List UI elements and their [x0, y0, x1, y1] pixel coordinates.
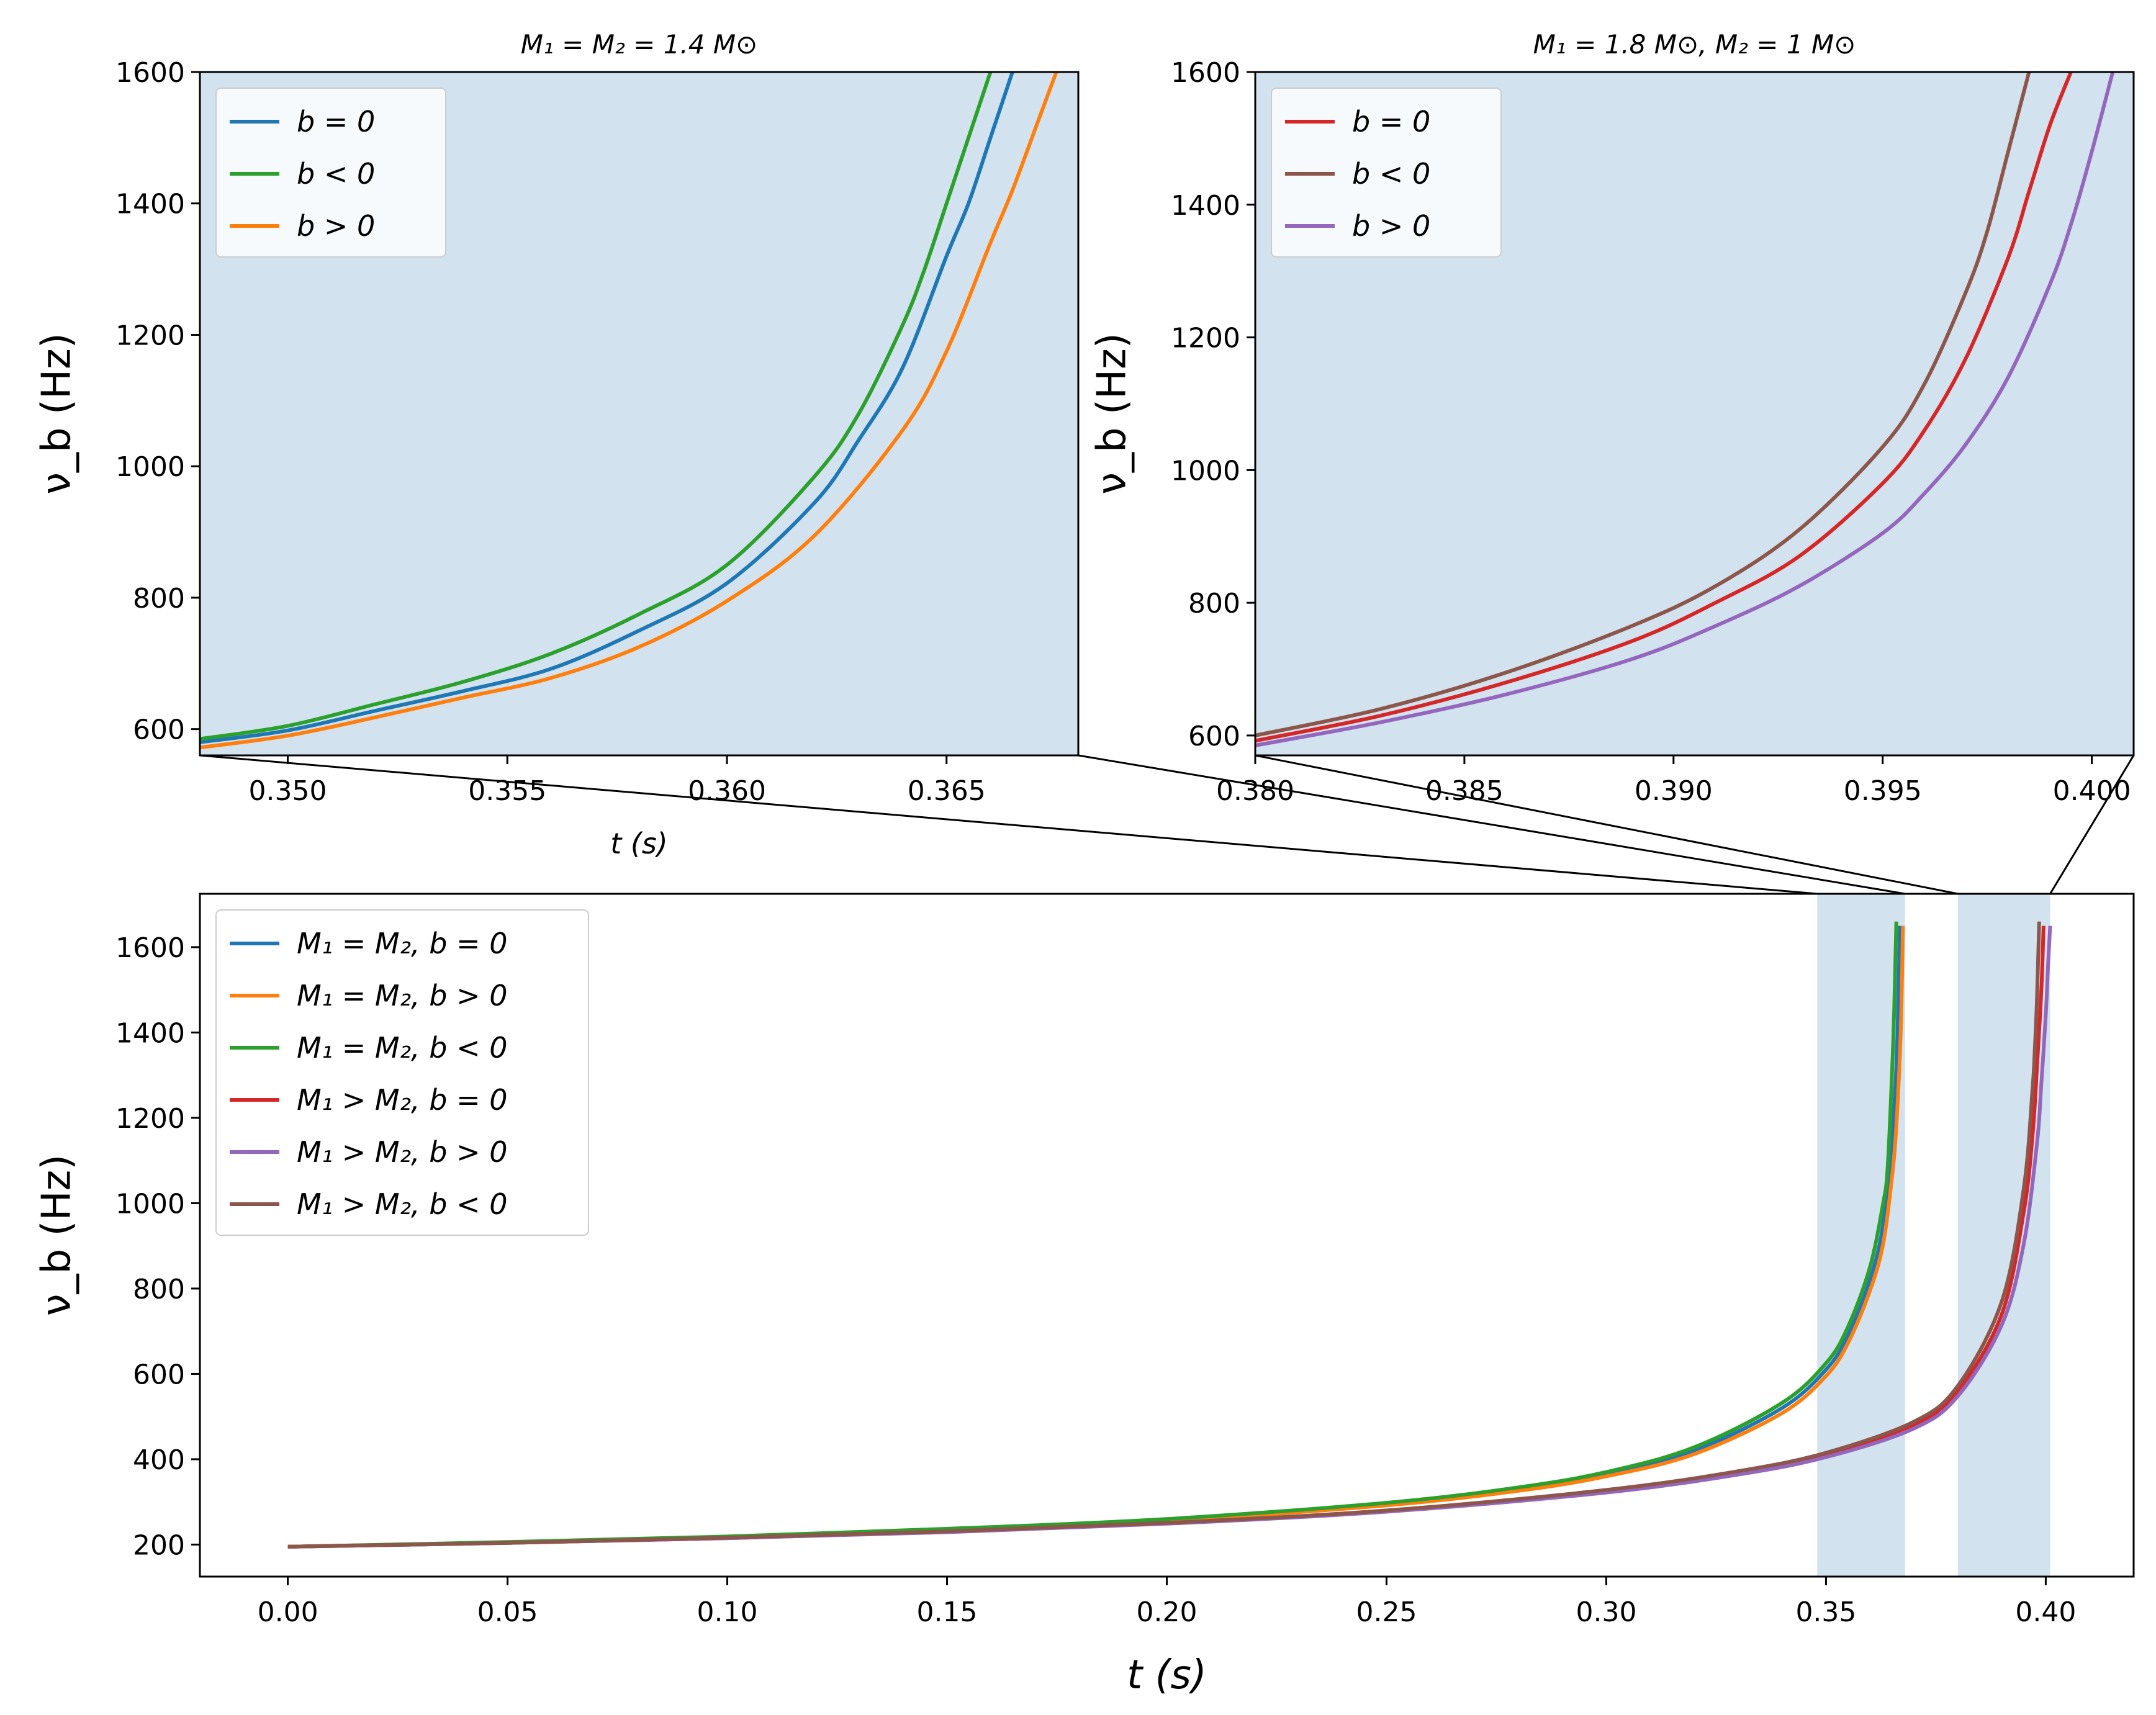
x-tick-label: 0.350	[249, 775, 327, 807]
y-tick-label: 1600	[1171, 57, 1240, 89]
legend-entry: b = 0	[1352, 105, 1430, 138]
x-tick-label: 0.15	[917, 1596, 978, 1628]
x-tick-label: 0.385	[1425, 775, 1504, 807]
x-axis-label: t (s)	[1127, 1652, 1207, 1698]
y-tick-label: 1400	[115, 1017, 185, 1049]
x-tick-label: 0.400	[2053, 775, 2131, 807]
legend-entry: b < 0	[297, 157, 375, 191]
x-axis-label: t (s)	[610, 827, 668, 860]
legend: b = 0 b < 0 b > 0	[215, 88, 446, 258]
y-axis-label: ν_b (Hz)	[34, 333, 80, 494]
main-chart: 0.00 0.05 0.10 0.15 0.20 0.25 0.30 0.35 0.40 200 4…	[34, 893, 2135, 1698]
y-tick-label: 1600	[115, 932, 185, 964]
legend-entry: b = 0	[297, 105, 375, 138]
legend-box	[215, 909, 589, 1236]
legend-entry: b < 0	[1352, 157, 1430, 191]
series-lines	[287, 921, 2052, 1549]
legend: M₁ = M₂, b = 0 M₁ = M₂, b > 0 M₁ = M₂, b <…	[215, 909, 589, 1236]
chart-title: M₁ = 1.8 M⊙, M₂ = 1 M⊙	[1533, 29, 1856, 60]
series-line	[200, 72, 1058, 750]
x-tick-label: 0.360	[688, 775, 766, 807]
x-tick-label: 0.10	[697, 1596, 758, 1628]
x-tick-label: 0.365	[908, 775, 986, 807]
legend-box	[215, 88, 446, 258]
legend-entry: M₁ = M₂, b > 0	[297, 979, 508, 1012]
y-tick-label: 1000	[115, 451, 185, 483]
chart-title: M₁ = M₂ = 1.4 M⊙	[521, 29, 758, 60]
zoom-highlight-span	[1817, 894, 1905, 1577]
x-tick-label: 0.30	[1576, 1596, 1636, 1628]
series-lines	[1255, 72, 2115, 747]
x-tick-label: 0.00	[258, 1596, 318, 1628]
y-tick-label: 1400	[115, 189, 185, 220]
series-line	[200, 72, 993, 741]
zoom-connector-line	[199, 754, 1818, 895]
zoom-connector-line	[1255, 754, 1959, 895]
x-tick-label: 0.390	[1635, 775, 1713, 807]
x-tick-label: 0.25	[1356, 1596, 1417, 1628]
y-tick-label: 1400	[1171, 190, 1240, 222]
y-tick-label: 1200	[115, 1103, 185, 1135]
legend-entry: M₁ > M₂, b < 0	[297, 1187, 508, 1221]
series-line	[287, 921, 2041, 1549]
legend-entry: M₁ > M₂, b > 0	[297, 1135, 508, 1169]
inset-left-chart: 0.350 0.355 0.360 0.365 600 800 1000 1200 1400 16…	[34, 29, 1080, 860]
legend: b = 0 b < 0 b > 0	[1271, 88, 1502, 258]
x-tick-label: 0.35	[1795, 1596, 1856, 1628]
y-tick-label: 1000	[115, 1188, 185, 1220]
x-tick-label: 0.20	[1137, 1596, 1198, 1628]
x-tick-label: 0.355	[468, 775, 546, 807]
series-line	[200, 72, 1014, 744]
x-tick-label: 0.05	[477, 1596, 538, 1628]
y-axis-label: ν_b (Hz)	[34, 1155, 80, 1316]
inset-right-chart: 0.380 0.385 0.390 0.395 0.400 600 800 1000 1200 1…	[1089, 29, 2135, 807]
y-tick-label: 600	[1188, 721, 1240, 752]
y-tick-label: 1200	[1171, 323, 1240, 354]
y-tick-label: 1600	[115, 57, 185, 89]
zoom-connector-line	[2049, 755, 2135, 894]
y-tick-label: 400	[133, 1444, 185, 1476]
axes-frame	[199, 71, 1080, 757]
y-tick-label: 800	[1188, 588, 1240, 619]
legend-entry: M₁ = M₂, b = 0	[297, 927, 508, 960]
y-tick-label: 200	[133, 1529, 185, 1561]
x-tick-label: 0.380	[1216, 775, 1294, 807]
legend-entry: b > 0	[1352, 209, 1430, 243]
x-tick-label: 0.395	[1844, 775, 1922, 807]
legend-entry: M₁ = M₂, b < 0	[297, 1031, 508, 1065]
zoom-connector-lines	[199, 754, 2135, 895]
y-axis-label: ν_b (Hz)	[1089, 333, 1135, 494]
legend-entry: M₁ > M₂, b = 0	[297, 1083, 508, 1117]
series-line	[1255, 72, 2115, 747]
series-line	[1255, 72, 2031, 737]
y-tick-label: 800	[133, 583, 185, 614]
axes-frame	[1254, 71, 2135, 757]
zoom-highlight-span	[1957, 894, 2050, 1577]
y-tick-label: 1200	[115, 320, 185, 351]
y-tick-label: 600	[133, 1359, 185, 1390]
y-tick-label: 600	[133, 714, 185, 746]
x-tick-label: 0.40	[2015, 1596, 2076, 1628]
y-tick-label: 800	[133, 1274, 185, 1305]
y-tick-label: 1000	[1171, 455, 1240, 487]
series-lines	[200, 72, 1058, 750]
legend-entry: b > 0	[297, 209, 375, 243]
zoom-connector-line	[1078, 754, 1906, 895]
legend-box	[1271, 88, 1502, 258]
series-line	[1255, 72, 2073, 743]
